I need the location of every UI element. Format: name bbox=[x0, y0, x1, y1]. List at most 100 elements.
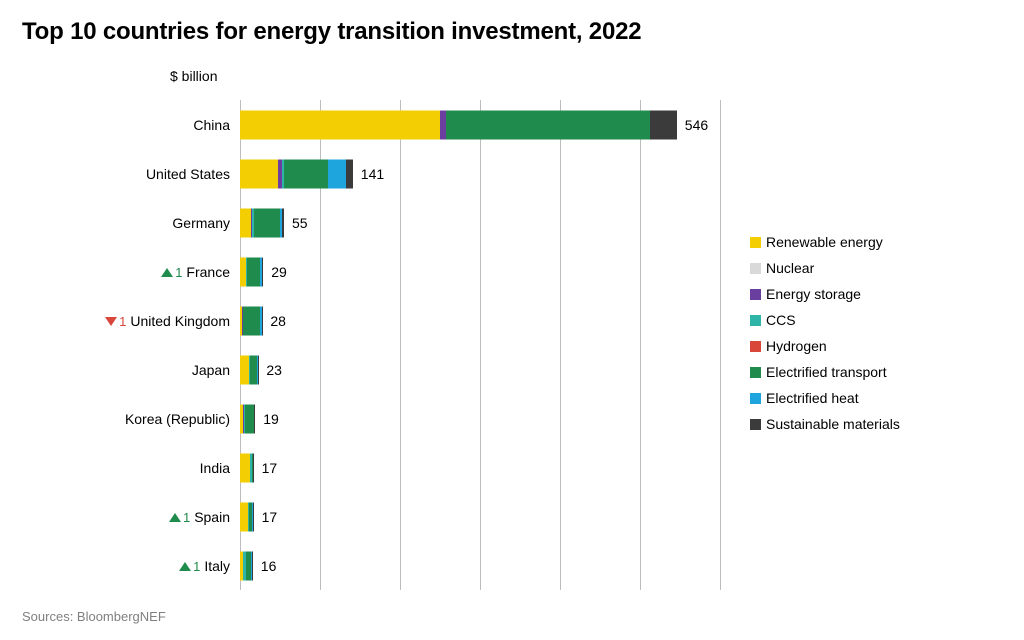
country-name: Germany bbox=[172, 215, 230, 231]
legend-swatch bbox=[750, 289, 761, 300]
bar-row: China546 bbox=[240, 100, 720, 149]
bar-row: Japan23 bbox=[240, 345, 720, 394]
bar-segment-renewable bbox=[240, 453, 250, 482]
country-name: China bbox=[193, 117, 230, 133]
bar-total-value: 55 bbox=[292, 215, 308, 231]
bar-total-value: 141 bbox=[361, 166, 384, 182]
bar-total-value: 17 bbox=[262, 460, 278, 476]
stacked-bar bbox=[240, 306, 262, 335]
bar-total-value: 29 bbox=[271, 264, 287, 280]
bar-total-value: 17 bbox=[262, 509, 278, 525]
bar-segment-etransport bbox=[284, 159, 328, 188]
legend-item: Electrified transport bbox=[750, 365, 900, 379]
stacked-bar bbox=[240, 110, 677, 139]
bar-segment-renewable bbox=[240, 355, 249, 384]
legend-item: CCS bbox=[750, 313, 900, 327]
country-name: Italy bbox=[204, 558, 230, 574]
bar-segment-etransport bbox=[446, 110, 650, 139]
legend-swatch bbox=[750, 263, 761, 274]
stacked-bar bbox=[240, 453, 254, 482]
rank-up-icon: 1 bbox=[161, 265, 182, 280]
chart-title: Top 10 countries for energy transition i… bbox=[22, 18, 1002, 46]
legend-label: Renewable energy bbox=[766, 235, 883, 249]
legend-swatch bbox=[750, 315, 761, 326]
legend-item: Sustainable materials bbox=[750, 417, 900, 431]
legend-item: Energy storage bbox=[750, 287, 900, 301]
legend-item: Renewable energy bbox=[750, 235, 900, 249]
stacked-bar bbox=[240, 404, 255, 433]
gridline bbox=[720, 100, 721, 590]
bar-row: 1Italy16 bbox=[240, 541, 720, 590]
legend-swatch bbox=[750, 367, 761, 378]
bar-segment-etransport bbox=[247, 257, 260, 286]
bar-segment-materials bbox=[282, 208, 284, 237]
stacked-bar bbox=[240, 355, 258, 384]
bar-row: 1United Kingdom28 bbox=[240, 296, 720, 345]
bar-segment-materials bbox=[252, 551, 253, 580]
country-name: Japan bbox=[192, 362, 230, 378]
row-label: 1 Italy bbox=[20, 558, 230, 574]
bar-segment-materials bbox=[346, 159, 353, 188]
chart-plot-area: China546United States141Germany551France… bbox=[240, 100, 720, 590]
row-label: United States bbox=[20, 166, 230, 182]
row-label: Germany bbox=[20, 215, 230, 231]
rank-down-icon: 1 bbox=[105, 314, 126, 329]
row-label: 1 Spain bbox=[20, 509, 230, 525]
legend-label: Electrified transport bbox=[766, 365, 887, 379]
bar-total-value: 28 bbox=[270, 313, 286, 329]
legend-label: Nuclear bbox=[766, 261, 814, 275]
bar-segment-materials bbox=[254, 404, 255, 433]
rank-up-icon: 1 bbox=[169, 510, 190, 525]
bar-total-value: 19 bbox=[263, 411, 279, 427]
bar-segment-renewable bbox=[240, 110, 440, 139]
bar-total-value: 16 bbox=[261, 558, 277, 574]
bar-row: Germany55 bbox=[240, 198, 720, 247]
rank-up-icon: 1 bbox=[179, 559, 200, 574]
legend-label: CCS bbox=[766, 313, 796, 327]
source-attribution: Sources: BloombergNEF bbox=[22, 609, 166, 624]
bar-segment-eheat bbox=[328, 159, 346, 188]
row-label: 1 United Kingdom bbox=[20, 313, 230, 329]
bar-segment-materials bbox=[253, 502, 254, 531]
row-label: China bbox=[20, 117, 230, 133]
legend-swatch bbox=[750, 341, 761, 352]
bar-total-value: 546 bbox=[685, 117, 708, 133]
bar-total-value: 23 bbox=[266, 362, 282, 378]
legend-item: Hydrogen bbox=[750, 339, 900, 353]
bar-segment-etransport bbox=[243, 306, 260, 335]
country-name: United States bbox=[146, 166, 230, 182]
row-label: 1 France bbox=[20, 264, 230, 280]
stacked-bar bbox=[240, 159, 353, 188]
bar-segment-materials bbox=[253, 453, 254, 482]
country-name: United Kingdom bbox=[130, 313, 230, 329]
country-name: Spain bbox=[194, 509, 230, 525]
legend-swatch bbox=[750, 237, 761, 248]
legend: Renewable energy Nuclear Energy storage CCS… bbox=[750, 235, 900, 443]
legend-item: Electrified heat bbox=[750, 391, 900, 405]
country-name: France bbox=[186, 264, 230, 280]
y-axis-unit-label: $ billion bbox=[170, 68, 217, 84]
legend-swatch bbox=[750, 393, 761, 404]
row-label: Japan bbox=[20, 362, 230, 378]
bar-row: India17 bbox=[240, 443, 720, 492]
bar-segment-renewable bbox=[240, 502, 248, 531]
stacked-bar bbox=[240, 257, 263, 286]
bar-segment-materials bbox=[262, 257, 263, 286]
legend-label: Hydrogen bbox=[766, 339, 827, 353]
legend-swatch bbox=[750, 419, 761, 430]
stacked-bar bbox=[240, 502, 254, 531]
stacked-bar bbox=[240, 208, 284, 237]
legend-label: Sustainable materials bbox=[766, 417, 900, 431]
bar-row: United States141 bbox=[240, 149, 720, 198]
legend-label: Energy storage bbox=[766, 287, 861, 301]
bar-row: 1Spain17 bbox=[240, 492, 720, 541]
bar-segment-materials bbox=[650, 110, 676, 139]
bar-segment-etransport bbox=[245, 404, 254, 433]
legend-label: Electrified heat bbox=[766, 391, 859, 405]
bar-segment-renewable bbox=[240, 159, 278, 188]
country-name: Korea (Republic) bbox=[125, 411, 230, 427]
bar-segment-materials bbox=[258, 355, 259, 384]
row-label: Korea (Republic) bbox=[20, 411, 230, 427]
stacked-bar bbox=[240, 551, 253, 580]
bar-segment-materials bbox=[262, 306, 263, 335]
